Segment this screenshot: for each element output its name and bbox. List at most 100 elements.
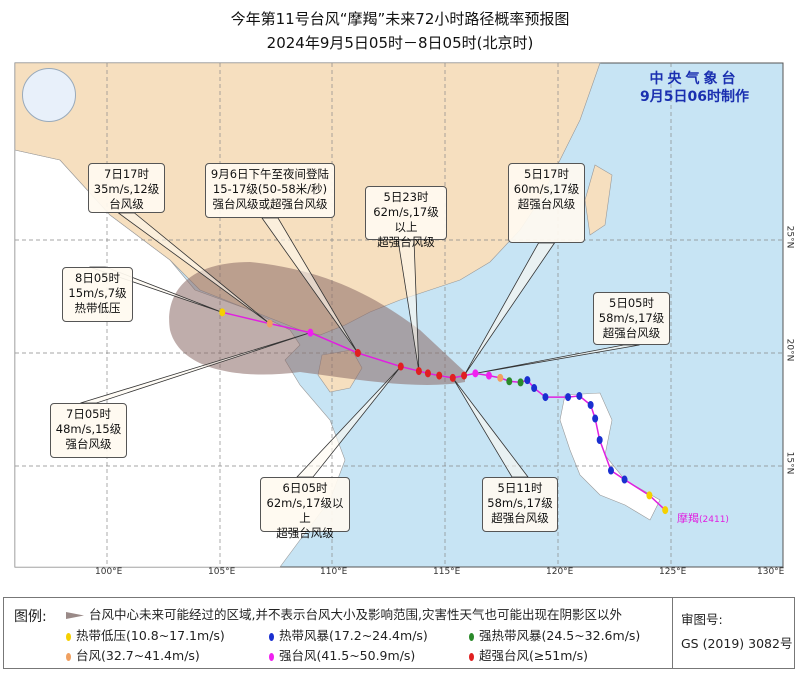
forecast-callout: 5日05时 58m/s,17级 超强台风级	[593, 292, 670, 345]
legend: 图例: 台风中心未来可能经过的区域,并不表示台风大小及影响范围,灾害性天气也可能…	[3, 597, 795, 669]
track-point-ts	[576, 391, 583, 400]
callout-line: 62m/s,17级以上	[266, 496, 344, 525]
callout-line: 15m/s,7级	[68, 286, 127, 300]
track-point-ts	[587, 400, 594, 409]
track-point-ts	[565, 393, 572, 402]
callout-line: 7日17时	[104, 167, 149, 181]
track-point-ty	[497, 373, 504, 382]
legend-cone-text: 台风中心未来可能经过的区域,并不表示台风大小及影响范围,灾害性天气也可能出现在阴…	[89, 607, 622, 622]
callout-line: 58m/s,17级	[598, 311, 665, 325]
lon-label: 100°E	[95, 567, 123, 577]
track-point-sty	[472, 369, 479, 378]
track-point-super	[436, 371, 443, 380]
track-point-super	[397, 362, 404, 371]
callout-pointer	[397, 239, 420, 372]
callout-pointer	[261, 217, 359, 354]
legend-label: 强台风(41.5~50.9m/s)	[279, 648, 416, 663]
td-marker-icon	[66, 632, 71, 641]
legend-item-sts: 强热带风暴(24.5~32.6m/s)	[469, 625, 640, 644]
lon-label: 125°E	[659, 567, 687, 577]
track-point-ts	[531, 384, 538, 393]
track-point-super	[461, 371, 468, 380]
legend-label: 台风(32.7~41.4m/s)	[76, 648, 200, 663]
sts-marker-icon	[469, 632, 474, 641]
callout-line: 15-17级(50-58米/秒)	[212, 182, 328, 196]
review-label: 审图号:	[681, 612, 723, 627]
lat-label: 20°N	[784, 338, 795, 362]
track-point-ts	[596, 436, 603, 445]
callout-line: 强台风级或超强台风级	[212, 197, 328, 211]
lon-label: 120°E	[546, 567, 574, 577]
forecast-callout: 8日05时 15m/s,7级 热带低压	[62, 267, 133, 322]
forecast-callout: 5日17时 60m/s,17级 超强台风级	[508, 163, 585, 243]
track-point-super	[415, 367, 422, 376]
track-point-sty	[485, 371, 492, 380]
callout-line: 台风级	[109, 197, 144, 211]
issuer-block: 中央气象台 9月5日06时制作	[640, 70, 749, 106]
track-point-sts	[517, 378, 524, 387]
lon-label: 130°E	[757, 567, 785, 577]
callout-pointer	[117, 212, 270, 324]
callout-line: 5日11时	[497, 481, 543, 495]
callout-leaders	[80, 212, 640, 478]
legend-label: 超强台风(≥51m/s)	[479, 648, 589, 663]
forecast-callout: 7日17时 35m/s,12级 台风级	[88, 163, 165, 213]
legend-item-super: 超强台风(≥51m/s)	[469, 645, 588, 664]
map-title: 今年第11号台风“摩羯”未来72小时路径概率预报图	[230, 10, 570, 28]
track-point-ty	[266, 319, 273, 328]
callout-pointer	[475, 344, 640, 374]
track-points	[219, 308, 669, 515]
ty-marker-icon	[66, 652, 71, 661]
callout-line: 5日23时	[383, 190, 429, 204]
review-number: GS (2019) 3082号	[681, 636, 793, 651]
map-subtitle: 2024年9月5日05时－8日05时(北京时)	[266, 34, 534, 52]
track-point-ts	[607, 466, 614, 475]
track-point-sty	[307, 328, 314, 337]
super-marker-icon	[469, 652, 474, 661]
track-point-ts	[621, 475, 628, 484]
callout-line: 超强台风级	[517, 197, 576, 211]
callout-line: 超强台风级	[377, 235, 435, 249]
legend-item-ts: 热带风暴(17.2~24.4m/s)	[269, 625, 428, 644]
legend-item-td: 热带低压(10.8~17.1m/s)	[66, 625, 225, 644]
legend-label: 强热带风暴(24.5~32.6m/s)	[479, 628, 641, 643]
callout-pointer	[463, 242, 556, 376]
forecast-callout: 5日11时 58m/s,17级 超强台风级	[482, 477, 558, 532]
callout-line: 35m/s,12级	[93, 182, 160, 196]
legend-title: 图例:	[14, 609, 47, 625]
issuer-name: 中央气象台	[649, 71, 740, 87]
callout-line: 62m/s,17级以上	[373, 205, 439, 234]
callout-line: 48m/s,15级	[55, 422, 122, 436]
callout-line: 5日05时	[609, 296, 654, 310]
track-point-ts	[542, 393, 549, 402]
forecast-callout: 5日23时 62m/s,17级以上 超强台风级	[365, 186, 447, 249]
callout-line: 热带低压	[74, 301, 121, 315]
lon-label: 105°E	[208, 567, 236, 577]
review-number-panel: 审图号: GS (2019) 3082号	[672, 598, 794, 668]
callout-line: 7日05时	[66, 407, 111, 421]
issued-time: 9月5日06时制作	[640, 89, 749, 105]
track-point-super	[449, 373, 456, 382]
forecast-callout: 9月6日下午至夜间登陆 15-17级(50-58米/秒) 强台风级或超强台风级	[205, 163, 335, 218]
legend-label: 热带风暴(17.2~24.4m/s)	[279, 628, 428, 643]
lat-label: 15°N	[784, 451, 795, 475]
callout-line: 强台风级	[65, 437, 112, 451]
legend-item-ty: 台风(32.7~41.4m/s)	[66, 645, 200, 664]
legend-cone: 台风中心未来可能经过的区域,并不表示台风大小及影响范围,灾害性天气也可能出现在阴…	[66, 604, 622, 623]
lon-label: 115°E	[433, 567, 461, 577]
callout-line: 超强台风级	[602, 326, 661, 340]
sty-marker-icon	[269, 652, 274, 661]
lat-label: 25°N	[784, 225, 795, 249]
typhoon-name-label: 摩羯(2411)	[677, 511, 729, 525]
legend-label: 热带低压(10.8~17.1m/s)	[76, 628, 225, 643]
taiwan-island	[584, 164, 613, 236]
track-point-super	[424, 369, 431, 378]
callout-line: 8日05时	[75, 271, 120, 285]
callout-line: 超强台风级	[276, 526, 334, 540]
track-point-sts	[506, 377, 513, 386]
forecast-callout: 7日05时 48m/s,15级 强台风级	[50, 403, 127, 458]
callout-line: 60m/s,17级	[513, 182, 580, 196]
track-point-td	[219, 308, 226, 317]
callout-line: 9月6日下午至夜间登陆	[210, 167, 330, 181]
track-point-super	[354, 349, 361, 357]
